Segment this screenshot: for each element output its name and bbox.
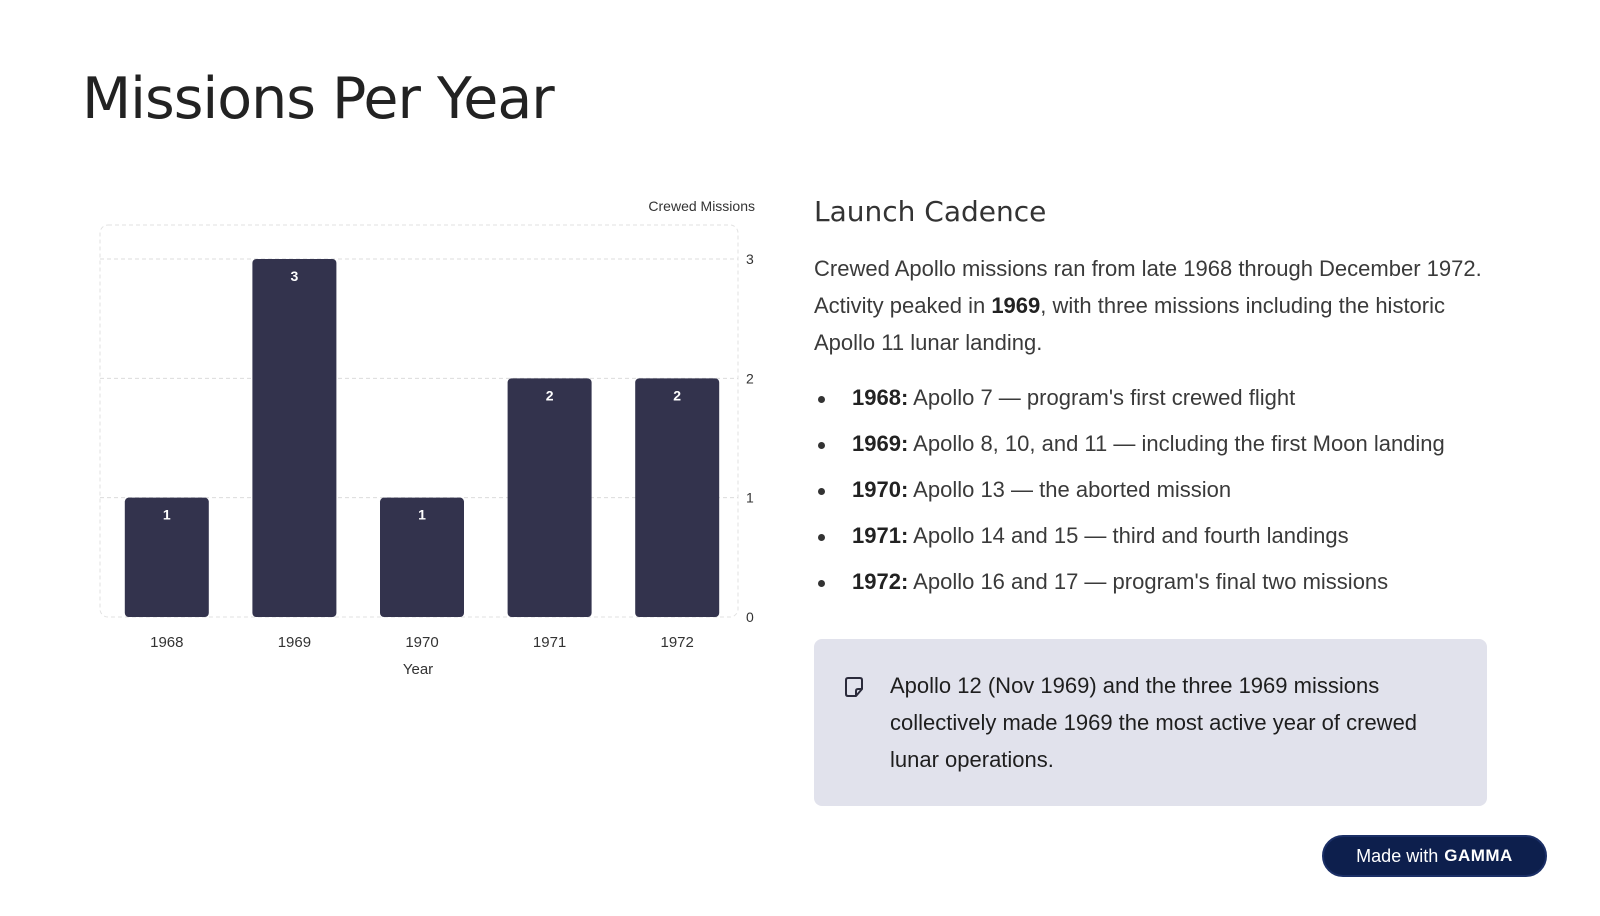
bar-data-label: 1: [418, 507, 426, 523]
x-tick-label: 1968: [150, 634, 183, 651]
bar: [252, 259, 337, 617]
section-heading: Launch Cadence: [814, 195, 1047, 228]
list-item: 1969: Apollo 8, 10, and 11 — including t…: [814, 429, 1504, 459]
y-tick-label: 0: [746, 609, 754, 625]
content-panel: Launch Cadence Crewed Apollo missions ra…: [814, 195, 1504, 613]
intro-paragraph: Crewed Apollo missions ran from late 196…: [814, 250, 1504, 361]
chart-labels: 0 1 2 3 1 1968 3 1969 1 1970 2 1971 2 1972: [150, 251, 754, 651]
bar: [635, 378, 720, 617]
chart-bars: [124, 259, 720, 617]
list-item-text: Apollo 13 — the aborted mission: [908, 477, 1232, 502]
bar-chart: 0 1 2 3 1 1968 3 1969 1 1970 2 1971 2 1972 Crewed Mis…: [99, 198, 755, 678]
badge-prefix: Made with: [1356, 845, 1439, 866]
list-item-year: 1969:: [852, 431, 909, 456]
list-item: 1968: Apollo 7 — program's first crewed …: [814, 383, 1504, 413]
list-item: 1971: Apollo 14 and 15 — third and fourt…: [814, 521, 1504, 551]
intro-text-start: Crewed Apollo missions ran from late 196…: [814, 256, 1482, 318]
x-tick-label: 1972: [661, 634, 694, 651]
bullet-icon: [818, 488, 825, 495]
bar: [124, 497, 209, 617]
note-callout: Apollo 12 (Nov 1969) and the three 1969 …: [814, 639, 1487, 806]
list-item-text: Apollo 8, 10, and 11 — including the fir…: [908, 431, 1445, 456]
list-item-text: Apollo 16 and 17 — program's final two m…: [908, 569, 1389, 594]
bullet-icon: [818, 442, 825, 449]
note-icon: [845, 677, 863, 697]
bar: [507, 378, 592, 617]
intro-emphasis: 1969: [991, 293, 1041, 318]
list-item-text: Apollo 14 and 15 — third and fourth land…: [908, 523, 1349, 548]
note-text: Apollo 12 (Nov 1969) and the three 1969 …: [890, 673, 1418, 772]
x-tick-label: 1969: [278, 634, 311, 651]
y-axis-title: Crewed Missions: [648, 198, 755, 214]
bar-data-label: 3: [291, 268, 299, 284]
list-item: 1970: Apollo 13 — the aborted mission: [814, 475, 1504, 505]
badge-brand: GAMMA: [1444, 846, 1513, 865]
list-item: 1972: Apollo 16 and 17 — program's final…: [814, 567, 1504, 597]
bar-data-label: 2: [673, 387, 681, 403]
x-tick-label: 1971: [533, 634, 566, 651]
bullet-icon: [818, 534, 825, 541]
mission-list: 1968: Apollo 7 — program's first crewed …: [814, 383, 1504, 597]
list-item-year: 1970:: [852, 477, 909, 502]
y-tick-label: 3: [746, 251, 754, 267]
bullet-icon: [818, 396, 825, 403]
list-item-year: 1972:: [852, 569, 909, 594]
list-item-year: 1971:: [852, 523, 909, 548]
list-item-text: Apollo 7 — program's first crewed flight: [908, 385, 1296, 410]
bar-data-label: 1: [163, 507, 171, 523]
x-axis-title: Year: [403, 661, 433, 678]
list-item-year: 1968:: [852, 385, 909, 410]
bullet-icon: [818, 580, 825, 587]
bar: [380, 497, 464, 617]
bar-data-label: 2: [546, 387, 554, 403]
made-with-gamma-badge[interactable]: Made with GAMMA: [1322, 835, 1547, 877]
x-tick-label: 1970: [405, 634, 438, 651]
y-tick-label: 1: [746, 490, 754, 506]
page-title: Missions Per Year: [82, 66, 555, 132]
y-tick-label: 2: [746, 370, 754, 386]
intro-text-end: , with three missions including the hist…: [814, 293, 1445, 355]
